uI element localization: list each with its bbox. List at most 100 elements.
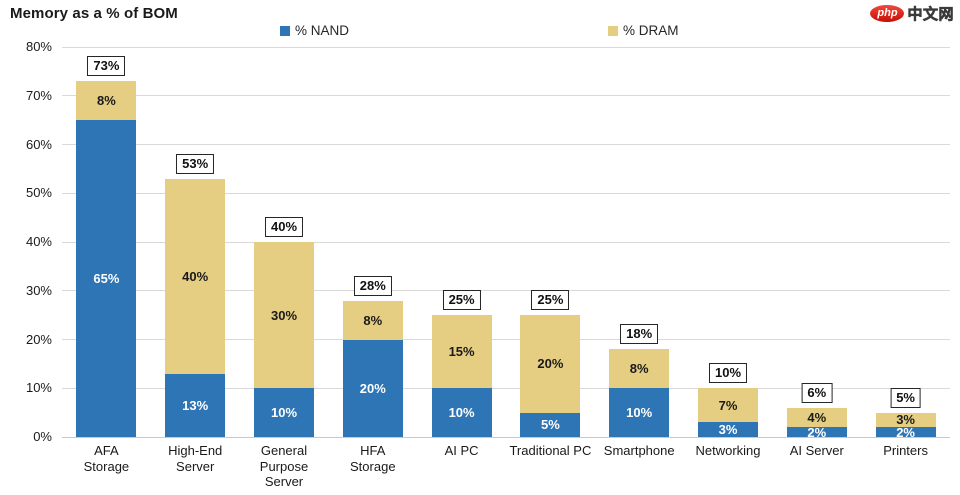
- legend-label: % NAND: [295, 23, 350, 39]
- x-tick-label: HFA Storage: [350, 443, 396, 474]
- segment-value-label: 2%: [807, 424, 827, 440]
- gridline-10: [62, 387, 950, 389]
- total-value-label: 18%: [620, 324, 659, 345]
- y-tick-label: 80%: [25, 39, 52, 54]
- segment-value-label: 20%: [359, 380, 386, 396]
- gridline-70: [62, 95, 950, 97]
- bar-segment-dram: 7%: [698, 388, 758, 423]
- segment-value-label: 10%: [626, 405, 653, 421]
- segment-value-label: 4%: [807, 410, 827, 425]
- segment-value-label: 10%: [448, 405, 475, 421]
- bar-segment-dram: 40%: [165, 178, 226, 374]
- bar-segment-dram: 3%: [875, 412, 936, 428]
- total-value-label: 25%: [531, 290, 570, 311]
- bar-segment-nand: 10%: [609, 388, 670, 437]
- x-tick-label: Smartphone: [603, 443, 675, 458]
- php-logo-badge: php: [870, 5, 905, 22]
- legend-label: % DRAM: [623, 23, 679, 39]
- segment-value-label: 8%: [363, 312, 383, 328]
- total-value-label: 53%: [176, 153, 215, 174]
- y-tick-label: 50%: [25, 185, 52, 201]
- y-tick-label: 70%: [25, 87, 52, 103]
- total-value-label: 6%: [801, 382, 833, 403]
- total-value-label: 40%: [264, 217, 304, 237]
- total-value-label: 28%: [353, 275, 392, 296]
- php-cn-logo[interactable]: php 中文网: [870, 3, 954, 24]
- bar-segment-dram: 8%: [76, 81, 137, 121]
- gridline-30: [62, 290, 950, 292]
- bar-segment-nand: 13%: [165, 373, 226, 437]
- x-tick-label: Traditional PC: [509, 443, 592, 458]
- x-tick-label: High-End Server: [168, 443, 223, 474]
- total-value-label: 73%: [87, 56, 126, 77]
- segment-value-label: 2%: [896, 424, 915, 440]
- x-tick-label: General Purpose Server: [259, 443, 309, 490]
- y-tick-label: 60%: [25, 136, 52, 152]
- total-value-label: 25%: [442, 290, 481, 311]
- y-tick-label: 40%: [25, 234, 52, 249]
- gridline-0: [62, 436, 950, 438]
- bar-segment-nand: 65%: [76, 120, 137, 437]
- y-tick-label: 30%: [25, 282, 52, 298]
- segment-value-label: 8%: [629, 361, 649, 377]
- legend-item-dram: % DRAM: [608, 24, 679, 38]
- x-tick-label: AI Server: [789, 443, 844, 458]
- bar-group-traditional-pc: 5% 20% 25%: [520, 290, 581, 437]
- x-tick-label: Networking: [695, 443, 761, 458]
- bar-segment-dram: 8%: [342, 300, 403, 340]
- chart-title: Memory as a % of BOM: [10, 5, 178, 22]
- legend-swatch-icon: [280, 26, 290, 36]
- bar-segment-nand: 3%: [698, 422, 758, 437]
- gridline-80: [62, 46, 950, 48]
- bar-group-ai-server: 2% 4% 6%: [786, 382, 847, 440]
- bar-group-networking: 3% 7% 10%: [698, 363, 758, 437]
- segment-value-label: 10%: [270, 405, 298, 421]
- bar-segment-dram: 4%: [786, 407, 847, 428]
- segment-value-label: 65%: [93, 271, 120, 287]
- bar-group-afa-storage: 65% 8% 73%: [76, 56, 137, 437]
- bar-segment-nand: 2%: [875, 424, 936, 440]
- segment-value-label: 15%: [448, 344, 475, 360]
- bar-segment-nand: 20%: [342, 339, 403, 437]
- y-tick-label: 0%: [33, 429, 52, 444]
- bar-group-high-end-server: 13% 40% 53%: [165, 153, 226, 437]
- bar-group-hfa-storage: 20% 8% 28%: [342, 275, 403, 437]
- total-value-label: 5%: [890, 387, 921, 408]
- gridline-20: [62, 339, 950, 340]
- bar-segment-nand: 10%: [431, 388, 492, 437]
- bar-group-printers: 2% 3% 5%: [875, 387, 936, 440]
- legend-swatch-icon: [608, 26, 618, 36]
- bar-segment-dram: 30%: [254, 242, 314, 389]
- total-value-label: 10%: [708, 363, 748, 384]
- y-tick-label: 20%: [25, 331, 52, 347]
- plot-area: 65% 8% 73% 13% 40% 53% 10% 30% 40% 20% 8% 28% 10% 15%…: [62, 46, 950, 440]
- bar-group-general-purpose-server: 10% 30% 40%: [254, 217, 314, 437]
- php-logo-sitename: 中文网: [907, 6, 954, 24]
- bar-segment-nand: 10%: [254, 388, 314, 437]
- x-tick-label: AFA Storage: [83, 443, 130, 474]
- x-tick-label: Printers: [883, 443, 928, 458]
- bar-segment-nand: 5%: [520, 412, 581, 437]
- x-tick-label: AI PC: [444, 443, 479, 458]
- segment-value-label: 3%: [718, 422, 738, 438]
- segment-value-label: 7%: [718, 397, 738, 413]
- segment-value-label: 40%: [182, 268, 209, 284]
- gridline-50: [62, 192, 950, 194]
- bar-group-ai-pc: 10% 15% 25%: [431, 290, 492, 437]
- bar-group-smartphone: 10% 8% 18%: [609, 324, 670, 437]
- gridline-40: [62, 241, 950, 243]
- segment-value-label: 30%: [270, 307, 298, 323]
- segment-value-label: 8%: [96, 93, 116, 109]
- segment-value-label: 13%: [182, 397, 209, 413]
- bar-segment-dram: 15%: [431, 315, 492, 389]
- legend-item-nand: % NAND: [280, 24, 349, 38]
- y-tick-label: 10%: [25, 380, 52, 396]
- bar-segment-dram: 20%: [520, 315, 581, 413]
- segment-value-label: 5%: [540, 417, 560, 433]
- bar-segment-nand: 2%: [786, 424, 847, 440]
- bar-segment-dram: 8%: [609, 349, 670, 389]
- gridline-60: [62, 144, 950, 145]
- segment-value-label: 20%: [537, 356, 564, 372]
- segment-value-label: 3%: [896, 412, 915, 428]
